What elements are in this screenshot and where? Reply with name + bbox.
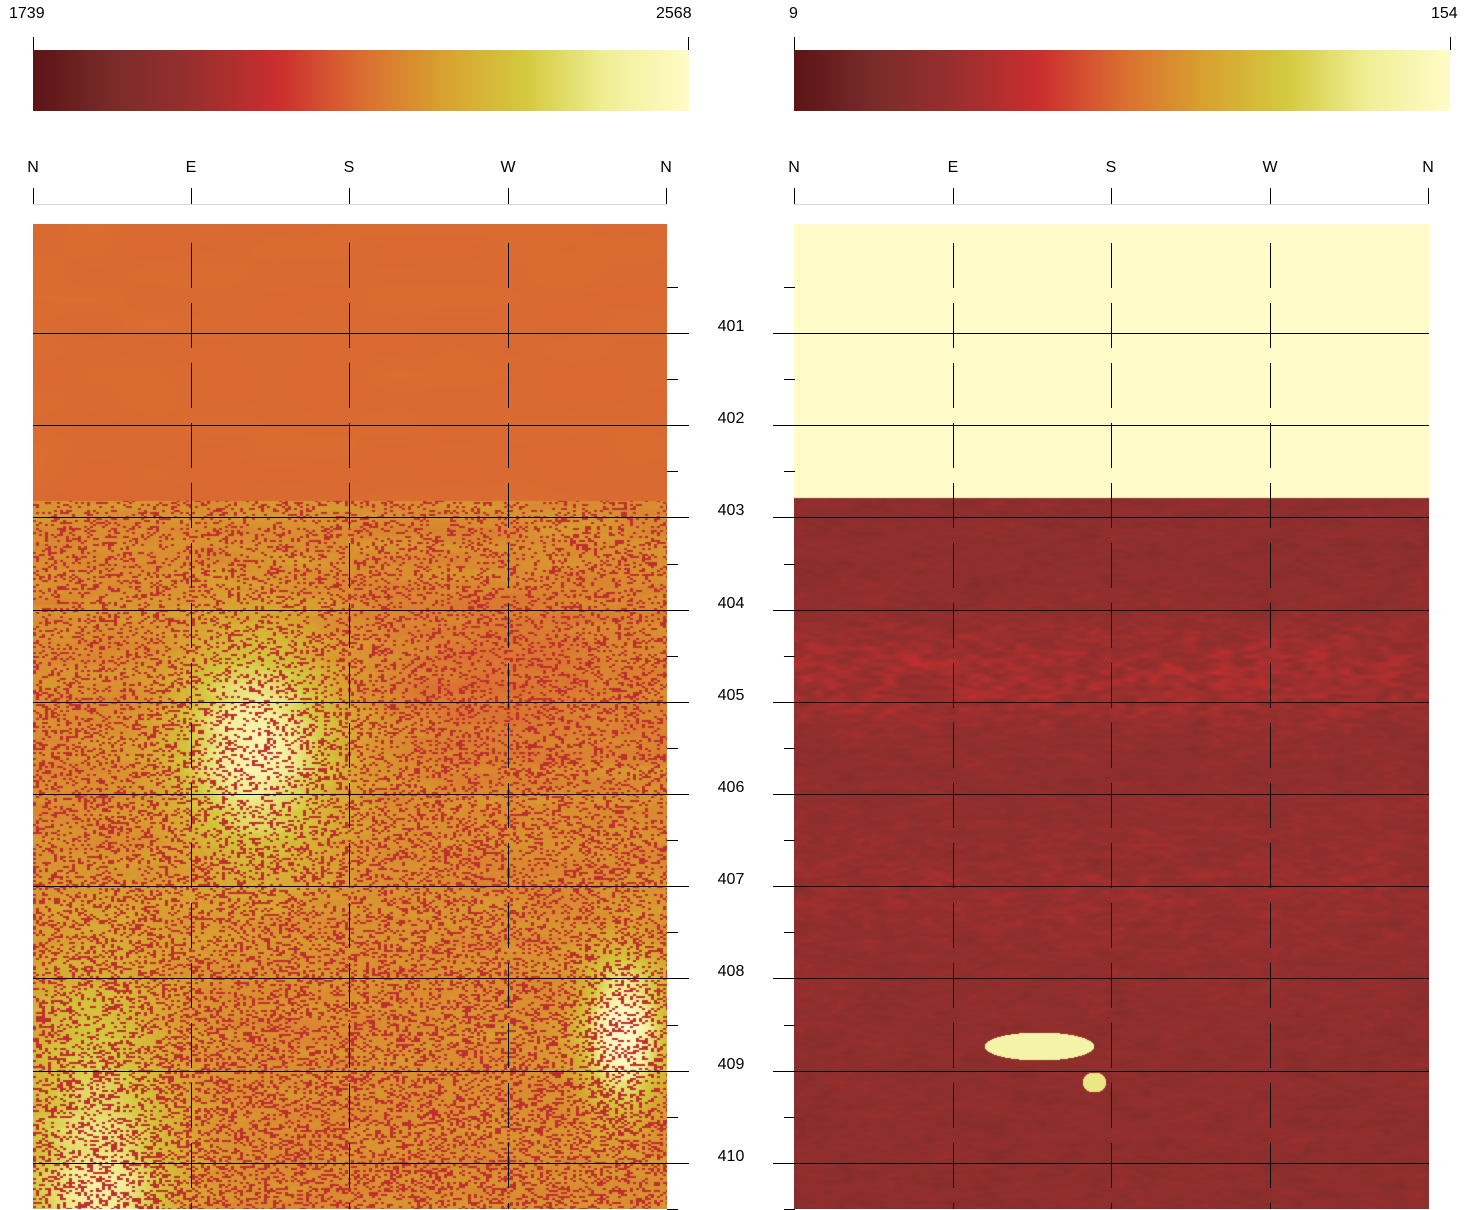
left-scale-max-label: 2568 (656, 5, 692, 22)
right-depth-gridline (773, 517, 1429, 518)
right-compass-n1: N (788, 159, 800, 176)
left-colorbar-max-tick (688, 37, 689, 50)
right-compass-e: E (947, 159, 959, 176)
right-compass-tick (953, 188, 954, 204)
right-depth-gridline (773, 1163, 1429, 1164)
left-compass-tick (191, 188, 192, 204)
left-minor-tick (667, 932, 678, 933)
left-depth-gridline (33, 702, 689, 703)
left-compass-w: W (500, 159, 516, 176)
left-minor-tick (667, 748, 678, 749)
left-depth-gridline (33, 610, 689, 611)
right-compass-tick (1111, 188, 1112, 204)
left-colorbar (33, 50, 689, 111)
left-compass-n2: N (660, 159, 672, 176)
right-compass-s: S (1105, 159, 1117, 176)
right-minor-tick (784, 471, 795, 472)
right-compass-w: W (1262, 159, 1278, 176)
left-minor-tick (667, 471, 678, 472)
right-minor-tick (784, 287, 795, 288)
depth-label: 406 (717, 779, 745, 796)
right-minor-tick (784, 1117, 795, 1118)
left-colorbar-min-tick (33, 37, 34, 50)
right-depth-gridline (773, 425, 1429, 426)
left-minor-tick (667, 1117, 678, 1118)
right-colorbar-min-tick (794, 37, 795, 50)
depth-label: 408 (717, 963, 745, 980)
right-minor-tick (784, 564, 795, 565)
right-colorbar-max-tick (1450, 37, 1451, 50)
left-minor-tick (667, 379, 678, 380)
left-compass-e: E (185, 159, 197, 176)
left-compass-tick (508, 188, 509, 204)
depth-label: 405 (717, 687, 745, 704)
left-depth-gridline (33, 794, 689, 795)
right-compass-tick (794, 188, 795, 204)
depth-label: 404 (717, 595, 745, 612)
right-minor-tick (784, 748, 795, 749)
left-minor-tick (667, 564, 678, 565)
left-depth-gridline (33, 1071, 689, 1072)
right-depth-gridline (773, 794, 1429, 795)
left-depth-gridline (33, 333, 689, 334)
depth-label: 403 (717, 502, 745, 519)
right-depth-gridline (773, 1071, 1429, 1072)
right-depth-gridline (773, 886, 1429, 887)
right-minor-tick (784, 656, 795, 657)
right-depth-gridline (773, 333, 1429, 334)
left-minor-tick (667, 656, 678, 657)
left-depth-gridline (33, 517, 689, 518)
right-depth-gridline (773, 702, 1429, 703)
right-compass-n2: N (1422, 159, 1434, 176)
right-minor-tick (784, 932, 795, 933)
right-scale-max-label: 154 (1431, 5, 1458, 22)
depth-label: 409 (717, 1056, 745, 1073)
left-scale-min-label: 1739 (9, 5, 45, 22)
right-minor-tick (784, 840, 795, 841)
left-compass-tick (33, 188, 34, 204)
right-minor-tick (784, 379, 795, 380)
depth-label: 410 (717, 1148, 745, 1165)
right-compass-baseline (794, 204, 1428, 205)
right-scale-min-label: 9 (789, 5, 798, 22)
left-minor-tick (667, 287, 678, 288)
right-compass-tick (1270, 188, 1271, 204)
left-minor-tick (667, 1025, 678, 1026)
right-minor-tick (784, 1025, 795, 1026)
depth-label: 401 (717, 318, 745, 335)
left-compass-tick (349, 188, 350, 204)
left-compass-tick (666, 188, 667, 204)
left-depth-gridline (33, 425, 689, 426)
right-depth-gridline (773, 978, 1429, 979)
left-minor-tick (667, 840, 678, 841)
depth-label: 407 (717, 871, 745, 888)
left-compass-n1: N (27, 159, 39, 176)
left-depth-gridline (33, 978, 689, 979)
depth-label: 402 (717, 410, 745, 427)
left-compass-baseline (33, 204, 667, 205)
right-colorbar (794, 50, 1450, 111)
left-compass-s: S (343, 159, 355, 176)
left-depth-gridline (33, 1163, 689, 1164)
left-depth-gridline (33, 886, 689, 887)
right-compass-tick (1428, 188, 1429, 204)
right-depth-gridline (773, 610, 1429, 611)
